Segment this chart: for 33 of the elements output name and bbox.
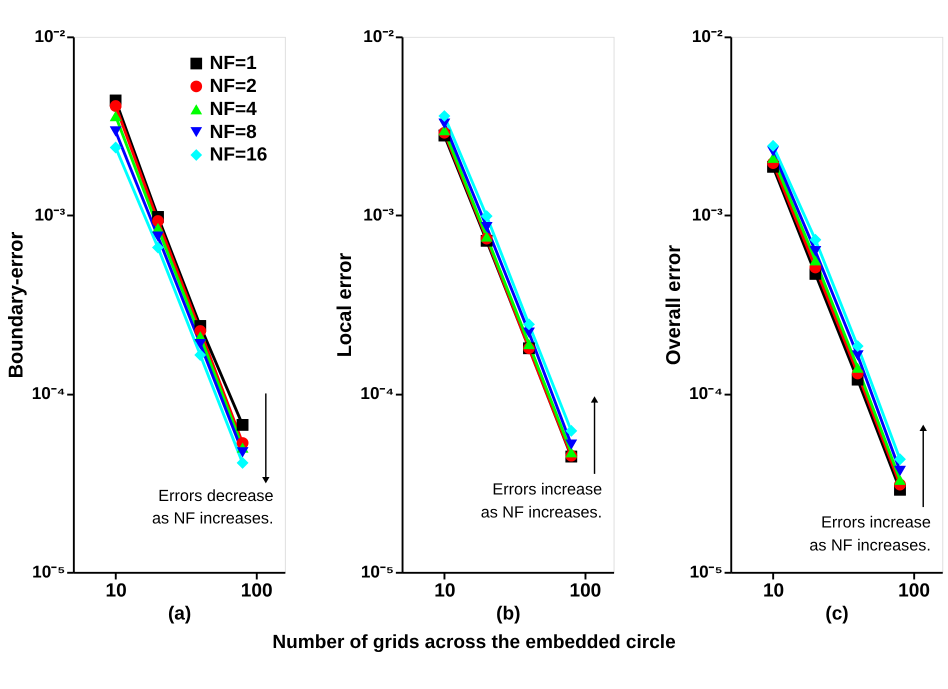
y-tick-label: 10⁻⁴: [32, 383, 66, 404]
text: Number of grids across the embedded circle: [272, 632, 676, 654]
legend-label: NF=4: [210, 98, 258, 120]
y-tick-label: 10⁻²: [363, 26, 394, 46]
annotation: Errors increase as NF increases.: [809, 514, 931, 554]
legend-label: NF=1: [210, 53, 258, 74]
y-axis-title: Local error: [334, 252, 356, 358]
annotation: Errors decrease as NF increases.: [152, 486, 274, 528]
x-axis-title: (c): [825, 603, 849, 624]
y-tick-label: 10⁻³: [363, 204, 394, 225]
x-axis-title: (a): [168, 603, 192, 624]
x-tick-label: 100: [898, 580, 930, 602]
y-tick-label: 10⁻²: [34, 26, 66, 46]
x-tick-label: 100: [240, 580, 273, 602]
y-tick-label: 10⁻³: [692, 204, 723, 225]
y-tick-label: 10⁻³: [34, 204, 66, 225]
y-tick-label: 10⁻⁵: [690, 562, 723, 582]
y-axis-title: Overall error: [662, 244, 685, 366]
annotation: Errors increase as NF increases.: [480, 480, 602, 522]
y-tick-label: 10⁻⁴: [689, 383, 723, 404]
x-tick-label: 10: [762, 580, 784, 602]
x-tick-label: 100: [569, 580, 602, 602]
x-tick-label: 10: [434, 580, 456, 602]
legend-label: NF=16: [210, 144, 268, 166]
x-tick-label: 10: [106, 580, 127, 602]
legend-label: NF=8: [210, 122, 257, 143]
y-tick-label: 10⁻⁵: [360, 562, 394, 582]
y-tick-label: 10⁻⁴: [360, 383, 394, 404]
y-tick-label: 10⁻⁵: [32, 562, 66, 582]
legend-label: NF=2: [210, 76, 257, 98]
y-tick-label: 10⁻²: [692, 26, 723, 46]
x-axis-title: (b): [496, 603, 520, 624]
y-axis-title: Boundary-error: [5, 232, 28, 378]
